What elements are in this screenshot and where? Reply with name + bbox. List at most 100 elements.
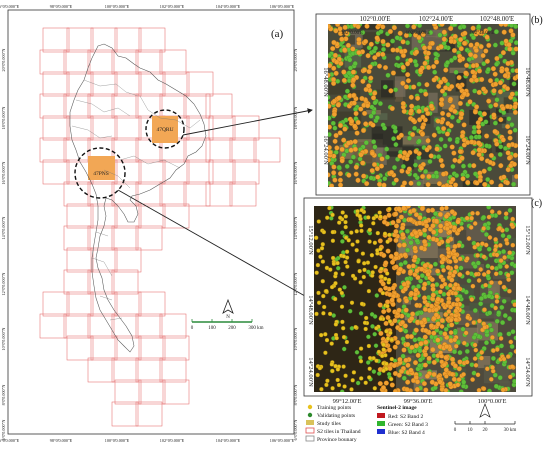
training-point [472, 221, 478, 226]
training-point [493, 305, 498, 311]
validation-point [344, 88, 350, 94]
training-point [470, 150, 476, 156]
training-point [489, 265, 495, 271]
training-point [328, 124, 332, 130]
training-point [385, 271, 390, 276]
training-point [323, 332, 328, 337]
training-point [396, 372, 402, 378]
s2-tile [111, 93, 139, 119]
training-point [362, 267, 367, 273]
validation-point [513, 335, 516, 341]
training-point [479, 156, 485, 162]
validation-point [372, 100, 378, 106]
validation-point [478, 296, 484, 301]
validation-point [405, 40, 411, 46]
training-point [344, 30, 350, 37]
validation-point [416, 283, 421, 289]
training-point [436, 181, 442, 187]
s2-tile [87, 357, 115, 383]
s2-tile [159, 49, 187, 75]
training-point [382, 65, 389, 71]
training-point [482, 324, 488, 330]
training-point [343, 219, 348, 225]
validation-point [437, 32, 443, 38]
validation-point [512, 263, 516, 269]
validation-point [370, 324, 375, 329]
scale-legend-30: 30 km [504, 428, 517, 433]
validation-point [404, 228, 410, 234]
training-point [480, 53, 486, 59]
training-point [402, 252, 408, 258]
s2-tile [90, 27, 118, 53]
s2-tile [87, 181, 115, 207]
training-point [410, 263, 416, 269]
training-point [355, 239, 360, 244]
c-lat-left-2: 14°48.00'N [307, 295, 314, 325]
training-point [401, 206, 407, 211]
validation-point [471, 129, 477, 135]
training-point [395, 339, 401, 346]
validation-point [478, 301, 484, 307]
training-point [419, 245, 425, 251]
training-point [333, 363, 338, 369]
training-point [351, 93, 357, 99]
training-point [459, 111, 465, 117]
training-point [471, 320, 477, 325]
training-point [439, 317, 445, 324]
training-point [422, 60, 428, 66]
training-point [367, 64, 373, 70]
a-lat-right: 8°0'0.000"N [293, 385, 298, 406]
training-point [446, 299, 452, 305]
training-point [422, 263, 428, 269]
training-point [464, 359, 470, 365]
terrain-patch [343, 35, 355, 45]
panel-a: 96°0'0.000"E 96°0'0.000"E 98°0'0.000"E 98°0… [0, 4, 298, 443]
validation-point [497, 331, 503, 337]
training-point [350, 46, 356, 52]
s2-tile [66, 291, 94, 317]
training-point [481, 272, 487, 277]
terrain-patch [438, 389, 463, 392]
training-point [446, 309, 452, 314]
training-point [497, 89, 503, 95]
training-point [395, 218, 402, 224]
validation-point [372, 314, 378, 319]
training-point [354, 130, 360, 136]
training-point [391, 363, 397, 369]
training-point [510, 216, 516, 222]
training-point [422, 239, 428, 245]
training-point [356, 259, 361, 264]
training-point [332, 177, 338, 183]
training-point [378, 214, 383, 219]
terrain-patch [382, 151, 407, 157]
training-point [382, 231, 388, 236]
training-point [492, 71, 498, 77]
training-point [377, 210, 382, 215]
training-point [393, 177, 399, 183]
validation-point [368, 113, 374, 119]
training-point [481, 168, 487, 174]
legend-validating: Validating points [317, 413, 355, 419]
terrain-patch [435, 210, 452, 220]
training-point [334, 145, 340, 151]
terrain-patch [395, 76, 406, 97]
validation-point [382, 125, 387, 131]
training-point [328, 267, 333, 272]
training-point [445, 246, 451, 252]
training-point [386, 212, 392, 218]
training-point [341, 69, 347, 75]
training-point [423, 345, 429, 351]
a-lon-bottom: 102°0'0.000"E [160, 438, 185, 443]
training-point [506, 155, 512, 161]
training-point [466, 236, 472, 241]
training-point [370, 122, 376, 128]
training-point [443, 354, 449, 361]
training-point [484, 58, 490, 64]
focus-circle-47pns [74, 147, 126, 199]
scale-a-100: 100 [208, 326, 216, 331]
s2-tile [87, 225, 115, 251]
thailand-outline [69, 43, 207, 353]
training-point [399, 368, 405, 374]
training-point [449, 209, 455, 215]
validation-point [328, 94, 331, 100]
